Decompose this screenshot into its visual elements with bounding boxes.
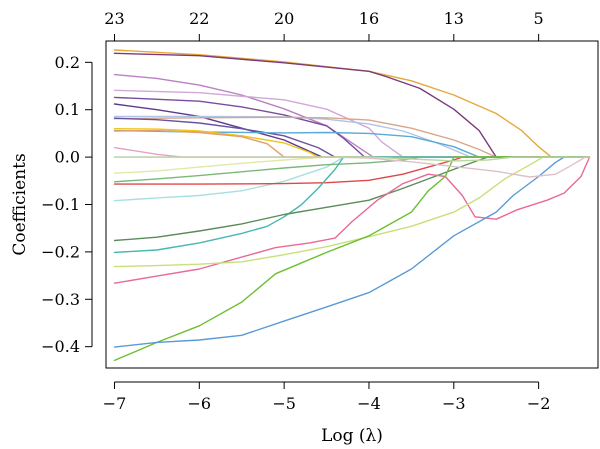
coefficient-line-9 [113,117,591,158]
coefficient-line-8 [113,116,591,158]
coefficient-line-2 [113,52,591,158]
coefficient-line-22 [113,156,591,362]
x-tick-label: −6 [188,394,212,413]
coefficient-line-3 [113,73,591,158]
coefficient-line-20 [113,156,591,284]
top-tick-label: 23 [104,9,124,28]
coefficient-line-6 [113,103,591,158]
x-tick-label: −7 [103,394,127,413]
x-axis: −7 −6 −5 −4 −3 −2 [103,381,551,413]
coefficient-line-5 [113,96,591,158]
coefficient-line-16 [113,156,591,185]
coefficient-line-25 [113,156,591,162]
coefficient-line-24 [113,156,591,178]
y-tick-label: −0.4 [41,337,80,356]
coefficient-line-1 [113,49,591,158]
y-tick-label: −0.1 [41,195,80,214]
coefficient-line-12 [113,146,591,158]
y-axis: 0.2 0.1 0.0 −0.1 −0.2 −0.3 −0.4 [41,53,93,356]
top-tick-label: 5 [534,9,544,28]
top-tick-label: 13 [444,9,464,28]
x-tick-label: −5 [272,394,296,413]
coefficient-line-11 [113,127,591,158]
top-tick-label: 22 [189,9,209,28]
coefficient-line-21 [113,156,591,268]
y-tick-label: −0.2 [41,242,80,261]
coefficient-line-17 [113,156,591,183]
coefficient-line-23 [113,156,591,348]
y-tick-label: −0.3 [41,290,80,309]
coefficient-line-13 [113,129,591,158]
top-tick-label: 20 [274,9,294,28]
y-tick-label: 0.2 [55,53,80,72]
y-axis-label: Coefficients [10,153,30,255]
series-layer [113,49,591,362]
coefficient-line-10 [113,129,591,158]
coefficient-line-18 [113,156,591,254]
coefficient-line-19 [113,156,591,242]
x-axis-label: Log (λ) [321,426,383,446]
y-tick-label: 0.1 [55,100,80,119]
top-axis: 23 22 20 16 13 5 [104,9,544,41]
coefficient-line-15 [113,156,591,202]
y-tick-label: 0.0 [55,148,80,167]
x-tick-label: −2 [527,394,551,413]
top-tick-label: 16 [359,9,379,28]
coefficient-line-7 [113,115,591,158]
x-tick-label: −4 [357,394,381,413]
plot-frame [105,40,599,369]
x-tick-label: −3 [442,394,466,413]
